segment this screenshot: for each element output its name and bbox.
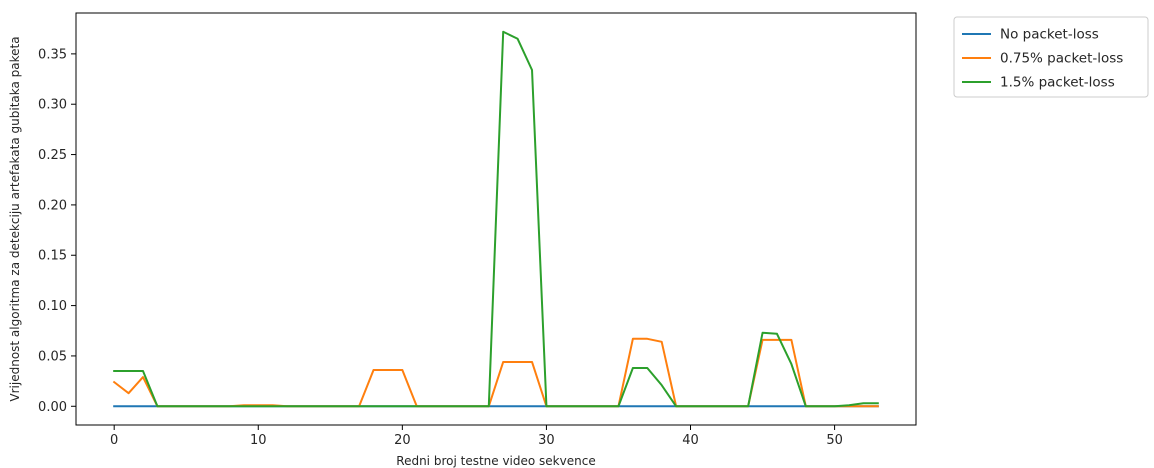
x-tick-label: 10 bbox=[250, 433, 267, 448]
y-tick-label: 0.10 bbox=[38, 299, 67, 314]
x-tick-label: 20 bbox=[394, 433, 411, 448]
y-tick-label: 0.30 bbox=[38, 98, 67, 113]
y-axis-label: Vrijednost algoritma za detekciju artefa… bbox=[8, 36, 22, 401]
legend-label-1-5-packet-loss: 1.5% packet-loss bbox=[1000, 75, 1115, 91]
plot-area-frame bbox=[75, 12, 917, 426]
x-axis: 0 10 20 30 40 50 bbox=[110, 425, 843, 448]
legend-item-1-5-packet-loss: 1.5% packet-loss bbox=[962, 75, 1115, 91]
y-tick-label: 0.05 bbox=[38, 349, 67, 364]
x-tick-label: 30 bbox=[538, 433, 555, 448]
y-axis: 0.00 0.05 0.10 0.15 0.20 0.25 0.30 0.35 bbox=[38, 47, 76, 415]
y-tick-label: 0.15 bbox=[38, 249, 67, 264]
legend-item-no-packet-loss: No packet-loss bbox=[962, 27, 1099, 43]
series-line-1-5-packet-loss bbox=[113, 30, 879, 408]
y-tick-label: 0.25 bbox=[38, 148, 67, 163]
y-tick-label: 0.20 bbox=[38, 198, 67, 213]
legend-label-no-packet-loss: No packet-loss bbox=[1000, 27, 1099, 43]
series-line-0-75-packet-loss bbox=[112, 337, 879, 408]
x-tick-label: 40 bbox=[682, 433, 699, 448]
y-tick-label: 0.35 bbox=[38, 47, 67, 62]
x-axis-label: Redni broj testne video sekvence bbox=[396, 454, 595, 468]
y-tick-label: 0.00 bbox=[38, 400, 67, 415]
legend: No packet-loss 0.75% packet-loss 1.5% pa… bbox=[953, 16, 1149, 98]
series-layer bbox=[112, 30, 879, 408]
legend-box bbox=[953, 16, 1149, 98]
x-tick-label: 50 bbox=[826, 433, 843, 448]
x-tick-label: 0 bbox=[110, 433, 118, 448]
legend-item-0-75-packet-loss: 0.75% packet-loss bbox=[962, 51, 1123, 67]
legend-label-0-75-packet-loss: 0.75% packet-loss bbox=[1000, 51, 1123, 67]
